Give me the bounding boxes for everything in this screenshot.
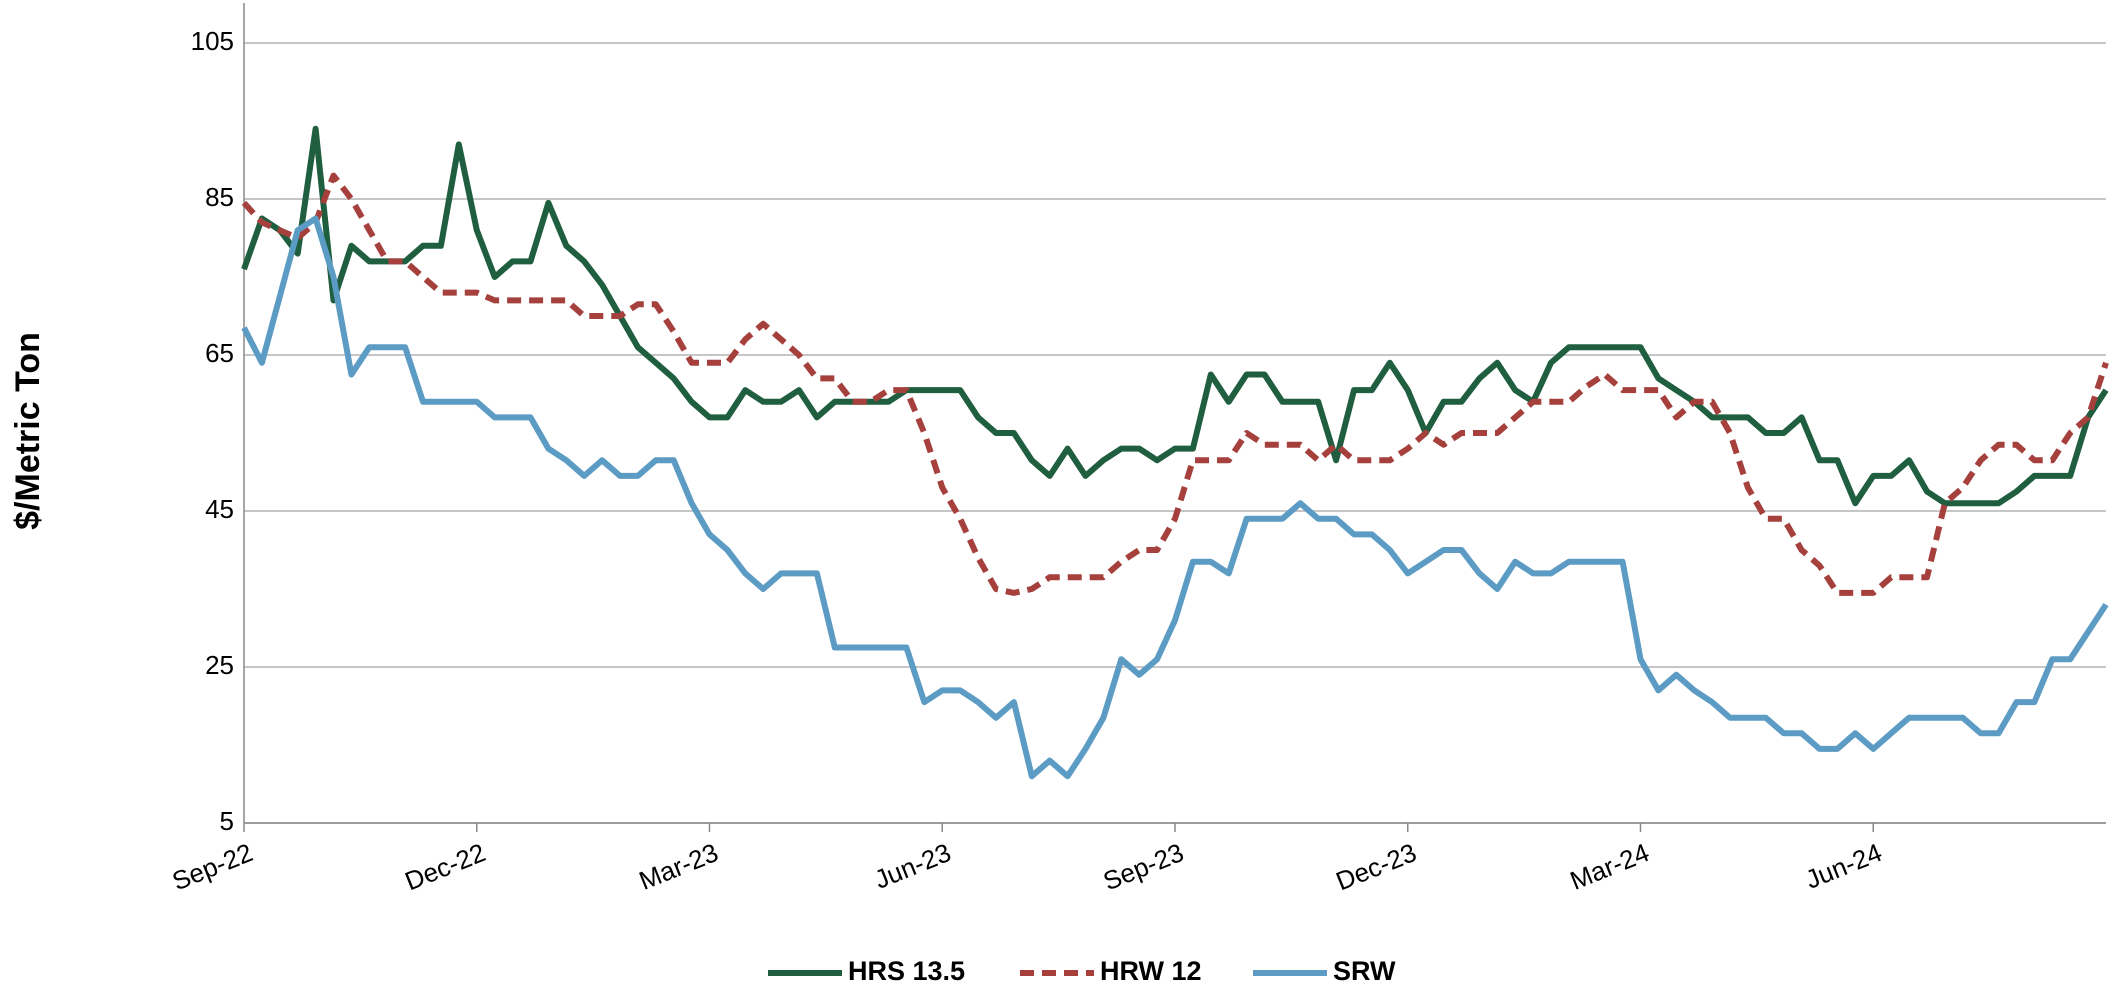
x-tick-label: Sep-23 — [1099, 837, 1188, 896]
legend-label: SRW — [1333, 956, 1396, 986]
series-line — [241, 215, 2109, 780]
x-tick-label: Mar-23 — [635, 837, 723, 896]
legend-label: HRW 12 — [1100, 956, 1202, 986]
y-tick-label: 105 — [191, 26, 234, 56]
x-tick-label: Jun-23 — [870, 837, 955, 895]
y-tick-label: 5 — [220, 806, 234, 836]
y-tick-label: 85 — [205, 182, 234, 212]
series-line — [241, 125, 2109, 507]
y-axis-title: $/Metric Ton — [9, 332, 47, 530]
x-tick-label: Mar-24 — [1566, 837, 1654, 896]
legend-label: HRS 13.5 — [848, 956, 965, 986]
series-line — [241, 172, 2109, 596]
x-tick-label: Sep-22 — [168, 837, 257, 896]
y-tick-label: 45 — [205, 494, 234, 524]
y-tick-label: 65 — [205, 338, 234, 368]
x-tick-label: Dec-22 — [401, 837, 490, 896]
x-tick-label: Jun-24 — [1801, 837, 1886, 895]
x-tick-label: Dec-23 — [1332, 837, 1421, 896]
y-tick-label: 25 — [205, 650, 234, 680]
